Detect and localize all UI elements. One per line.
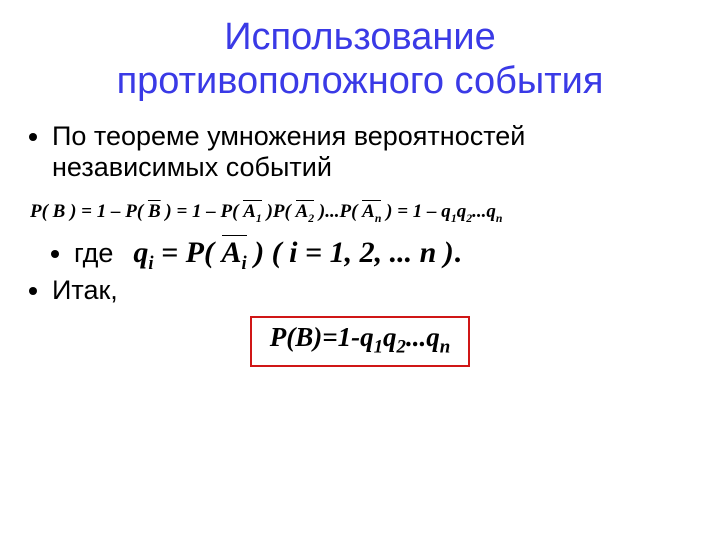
- bullet-theorem: По теореме умножения вероятностей незави…: [52, 121, 690, 183]
- bx-s3: n: [440, 337, 451, 358]
- f1-qns: n: [496, 212, 503, 225]
- wf-eq: = P(: [154, 236, 222, 269]
- f1-a2s: 2: [308, 212, 314, 225]
- f1-a2: A: [296, 201, 309, 222]
- wf-dot: .: [454, 236, 462, 269]
- f1-bbar: B: [148, 201, 161, 222]
- wf-rhs: ) ( i = 1, 2, ... n ): [247, 236, 454, 269]
- bx-t3: ...q: [406, 322, 440, 352]
- f1-a1s: 1: [256, 212, 262, 225]
- bx-t2: q: [383, 322, 397, 352]
- f1-q2: q: [457, 201, 467, 222]
- wf-a: A: [222, 236, 242, 269]
- f1-p2: ) = 1 – P(: [161, 201, 244, 222]
- where-row: где qi = P( Ai ) ( i = 1, 2, ... n ).: [30, 236, 690, 275]
- f1-ans: n: [375, 212, 382, 225]
- formula-main: P( B ) = 1 – P( B ) = 1 – P( A1 )P( A2 )…: [30, 201, 690, 226]
- f1-p5: ) = 1 – q: [381, 201, 450, 222]
- where-list: где: [52, 238, 113, 273]
- f1-p1: P( B ) = 1 – P(: [30, 201, 148, 222]
- bx-s2: 2: [397, 337, 406, 358]
- so-label: Итак,: [52, 275, 118, 305]
- theorem-line-2: независимых событий: [52, 152, 332, 182]
- f1-p3: )P(: [262, 201, 296, 222]
- bx-t1: P(B)=1-q: [270, 322, 374, 352]
- theorem-line-1: По теореме умножения вероятностей: [52, 121, 525, 151]
- body-list: По теореме умножения вероятностей незави…: [52, 121, 690, 183]
- so-list: Итак,: [52, 275, 690, 306]
- bx-s1: 1: [374, 337, 383, 358]
- bullet-so: Итак,: [52, 275, 690, 306]
- wf-ai: i: [242, 253, 247, 274]
- where-formula: qi = P( Ai ) ( i = 1, 2, ... n ).: [133, 236, 461, 275]
- title-line-2: противоположного события: [30, 60, 690, 104]
- slide-title: Использование противоположного события: [30, 16, 690, 103]
- f1-a1: A: [243, 201, 256, 222]
- box-wrap: P(B)=1-q1q2...qn: [30, 316, 690, 366]
- f1-qd: ...q: [472, 201, 496, 222]
- title-line-1: Использование: [30, 16, 690, 60]
- f1-p4: )...P(: [314, 201, 362, 222]
- bullet-where: где: [74, 238, 113, 269]
- where-label: где: [74, 238, 113, 268]
- slide: Использование противоположного события П…: [0, 0, 720, 540]
- result-box: P(B)=1-q1q2...qn: [250, 316, 471, 366]
- wf-q: q: [133, 236, 148, 269]
- f1-an: A: [362, 201, 375, 222]
